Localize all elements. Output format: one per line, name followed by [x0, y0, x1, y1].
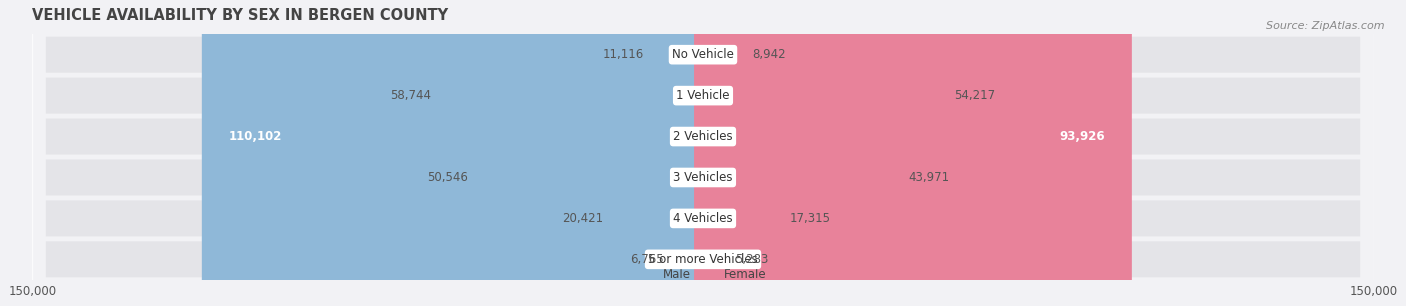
FancyBboxPatch shape	[46, 118, 1360, 155]
Legend: Male, Female: Male, Female	[634, 264, 772, 286]
FancyBboxPatch shape	[695, 0, 908, 306]
FancyBboxPatch shape	[695, 0, 955, 306]
FancyBboxPatch shape	[468, 0, 711, 306]
Text: 2 Vehicles: 2 Vehicles	[673, 130, 733, 143]
FancyBboxPatch shape	[695, 0, 735, 306]
Text: 17,315: 17,315	[789, 212, 831, 225]
Text: 110,102: 110,102	[229, 130, 283, 143]
Text: 58,744: 58,744	[391, 89, 432, 102]
FancyBboxPatch shape	[695, 0, 1132, 306]
FancyBboxPatch shape	[202, 0, 711, 306]
Text: 8,942: 8,942	[752, 48, 786, 61]
FancyBboxPatch shape	[695, 0, 789, 306]
Text: 11,116: 11,116	[603, 48, 644, 61]
Text: 43,971: 43,971	[908, 171, 949, 184]
Text: 54,217: 54,217	[955, 89, 995, 102]
Text: 50,546: 50,546	[427, 171, 468, 184]
Text: 4 Vehicles: 4 Vehicles	[673, 212, 733, 225]
Text: 5,283: 5,283	[735, 253, 769, 266]
FancyBboxPatch shape	[644, 0, 711, 306]
Text: 6,765: 6,765	[630, 253, 664, 266]
FancyBboxPatch shape	[46, 159, 1360, 196]
Text: 3 Vehicles: 3 Vehicles	[673, 171, 733, 184]
FancyBboxPatch shape	[432, 0, 711, 306]
FancyBboxPatch shape	[46, 241, 1360, 277]
FancyBboxPatch shape	[664, 0, 711, 306]
Text: 1 Vehicle: 1 Vehicle	[676, 89, 730, 102]
Text: 20,421: 20,421	[561, 212, 603, 225]
FancyBboxPatch shape	[46, 78, 1360, 114]
Text: No Vehicle: No Vehicle	[672, 48, 734, 61]
FancyBboxPatch shape	[695, 0, 752, 306]
FancyBboxPatch shape	[46, 37, 1360, 73]
FancyBboxPatch shape	[46, 200, 1360, 237]
Text: 5 or more Vehicles: 5 or more Vehicles	[648, 253, 758, 266]
FancyBboxPatch shape	[603, 0, 711, 306]
Text: 93,926: 93,926	[1059, 130, 1105, 143]
Text: VEHICLE AVAILABILITY BY SEX IN BERGEN COUNTY: VEHICLE AVAILABILITY BY SEX IN BERGEN CO…	[32, 8, 449, 23]
Text: Source: ZipAtlas.com: Source: ZipAtlas.com	[1267, 21, 1385, 32]
